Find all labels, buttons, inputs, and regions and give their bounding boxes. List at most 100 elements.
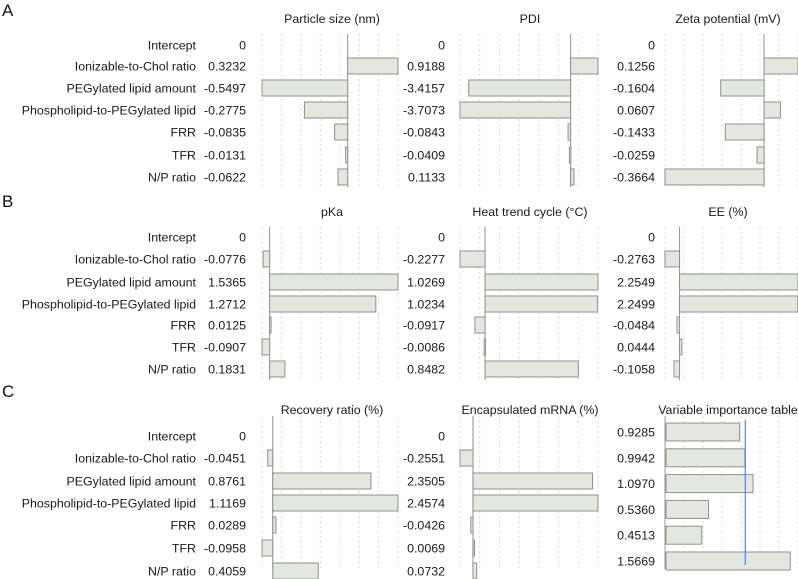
bar-frr [676, 316, 681, 334]
bar-ionizable-to-chol-ratio [267, 449, 274, 467]
value-label-frr: -0.0843 [403, 126, 445, 140]
importance-bar-1 [665, 422, 741, 442]
value-label-n-p-ratio: 0.1831 [208, 363, 246, 377]
chart-pka: pKa 0 -0.0776 1.5365 1.2712 0.0125 -0.0907 0.18… [204, 205, 399, 380]
value-label-frr: -0.0917 [403, 319, 445, 333]
row-label-frr: FRR [171, 519, 197, 533]
row-label-intercept: Intercept [148, 430, 197, 444]
value-label-phospholipid-to-pegylated-lipid: 1.0234 [407, 298, 445, 312]
bar-frr [272, 516, 277, 534]
chart-title: pKa [321, 205, 343, 219]
bar-frr [724, 123, 765, 141]
bar-frr [334, 123, 349, 141]
row-label-phospholipid-to-pegylated-lipid: Phospholipid-to-PEGylated lipid [22, 104, 196, 118]
value-label-ionizable-to-chol-ratio: 0.3232 [208, 60, 246, 74]
bar-n-p-ratio [673, 360, 681, 378]
bar-ionizable-to-chol-ratio [664, 250, 681, 268]
value-label-tfr: 0.0069 [407, 542, 445, 556]
bar-ionizable-to-chol-ratio [459, 449, 474, 467]
bar-n-p-ratio [337, 168, 349, 186]
value-label-tfr: -0.0131 [204, 149, 246, 163]
bar-phospholipid-to-pegylated-lipid [459, 101, 572, 119]
bar-tfr [345, 146, 349, 164]
chart-ee: EE (%) 0 -0.2763 2.2549 2.2499 -0.0484 0.0444 -… [613, 205, 798, 380]
bar-n-p-ratio [664, 168, 765, 186]
chart-title: Variable importance table [658, 403, 798, 417]
value-label-ionizable-to-chol-ratio: -0.2551 [403, 452, 445, 466]
value-label-pegylated-lipid-amount: 1.0269 [407, 276, 445, 290]
value-label-intercept: 0 [438, 231, 445, 245]
bar-frr [474, 316, 486, 334]
bar-frr [269, 316, 272, 334]
value-label-n-p-ratio: 0.0732 [407, 565, 445, 579]
row-label-ionizable-to-chol-ratio: Ionizable-to-Chol ratio [75, 253, 196, 267]
bar-phospholipid-to-pegylated-lipid [472, 494, 599, 512]
value-label-frr: 0.0289 [208, 519, 246, 533]
chart-title: Recovery ratio (%) [281, 403, 384, 417]
chart-title: Encapsulated mRNA (%) [461, 403, 598, 417]
bar-pegylated-lipid-amount [484, 273, 599, 291]
row-label-n-p-ratio: N/P ratio [148, 363, 196, 377]
value-label-pegylated-lipid-amount: 2.3505 [407, 475, 445, 489]
value-label-phospholipid-to-pegylated-lipid: 1.1169 [209, 497, 246, 511]
value-label-intercept: 0 [239, 39, 246, 53]
bar-phospholipid-to-pegylated-lipid [763, 101, 781, 119]
value-label-pegylated-lipid-amount: -0.1604 [613, 82, 655, 96]
chart-title: Particle size (nm) [284, 12, 380, 26]
chart-zeta-potential-mv: Zeta potential (mV) 0 0.1256 -0.1604 0.0607 -… [613, 12, 798, 187]
bar-n-p-ratio [570, 168, 575, 186]
value-label-frr: -0.0484 [613, 319, 655, 333]
value-label-intercept: 0 [648, 39, 655, 53]
value-label-tfr: -0.0409 [403, 149, 445, 163]
value-label-ionizable-to-chol-ratio: -0.2277 [403, 253, 445, 267]
value-label-ionizable-to-chol-ratio: 0.9188 [407, 60, 445, 74]
importance-value-label: 1.0970 [617, 477, 655, 491]
importance-bar-6 [665, 551, 791, 571]
value-label-n-p-ratio: 0.8482 [407, 363, 445, 377]
value-label-phospholipid-to-pegylated-lipid: -0.2775 [204, 104, 246, 118]
row-label-intercept: Intercept [148, 231, 197, 245]
bar-phospholipid-to-pegylated-lipid [269, 295, 377, 313]
bar-n-p-ratio [269, 360, 286, 378]
importance-value-label: 0.9285 [617, 426, 655, 440]
row-label-phospholipid-to-pegylated-lipid: Phospholipid-to-PEGylated lipid [22, 497, 196, 511]
importance-value-label: 0.9942 [617, 451, 655, 465]
bar-frr [470, 516, 474, 534]
bar-pegylated-lipid-amount [261, 79, 349, 97]
chart-particle-size-nm: Particle size (nm) 0 0.3232 -0.5497 -0.2775 -… [204, 12, 399, 187]
bar-ionizable-to-chol-ratio [347, 57, 399, 75]
value-label-phospholipid-to-pegylated-lipid: 2.2499 [617, 298, 655, 312]
importance-bar-4 [665, 499, 710, 519]
value-label-ionizable-to-chol-ratio: -0.0451 [204, 452, 246, 466]
value-label-tfr: -0.0259 [613, 149, 655, 163]
importance-bar-5 [665, 525, 703, 545]
panel-letter-c: C [2, 382, 15, 401]
value-label-ionizable-to-chol-ratio: 0.1256 [617, 60, 655, 74]
bar-ionizable-to-chol-ratio [570, 57, 599, 75]
importance-value-label: 0.5360 [617, 503, 655, 517]
value-label-tfr: 0.0444 [617, 341, 655, 355]
row-label-tfr: TFR [172, 149, 196, 163]
bar-tfr [261, 539, 274, 557]
bar-n-p-ratio [272, 562, 319, 579]
value-label-n-p-ratio: -0.3664 [613, 171, 655, 185]
value-label-frr: -0.1433 [613, 126, 655, 140]
importance-bar-2 [665, 448, 746, 468]
row-label-frr: FRR [171, 126, 197, 140]
bar-pegylated-lipid-amount [468, 79, 572, 97]
value-label-phospholipid-to-pegylated-lipid: 0.0607 [617, 104, 655, 118]
bar-pegylated-lipid-amount [272, 472, 372, 490]
bar-tfr [568, 146, 572, 164]
row-label-n-p-ratio: N/P ratio [148, 565, 196, 579]
value-label-intercept: 0 [239, 430, 246, 444]
bar-phospholipid-to-pegylated-lipid [484, 295, 599, 313]
bar-pegylated-lipid-amount [679, 273, 798, 291]
row-label-phospholipid-to-pegylated-lipid: Phospholipid-to-PEGylated lipid [22, 298, 196, 312]
value-label-pegylated-lipid-amount: 1.5365 [208, 276, 246, 290]
importance-value-label: 0.4513 [617, 529, 655, 543]
chart-title: Zeta potential (mV) [675, 12, 780, 26]
value-label-ionizable-to-chol-ratio: -0.2763 [613, 253, 655, 267]
panel-letter-b: B [2, 192, 14, 211]
chart-heat-trend-cycle-c: Heat trend cycle (°C) 0 -0.2277 1.0269 1.023… [403, 205, 599, 380]
